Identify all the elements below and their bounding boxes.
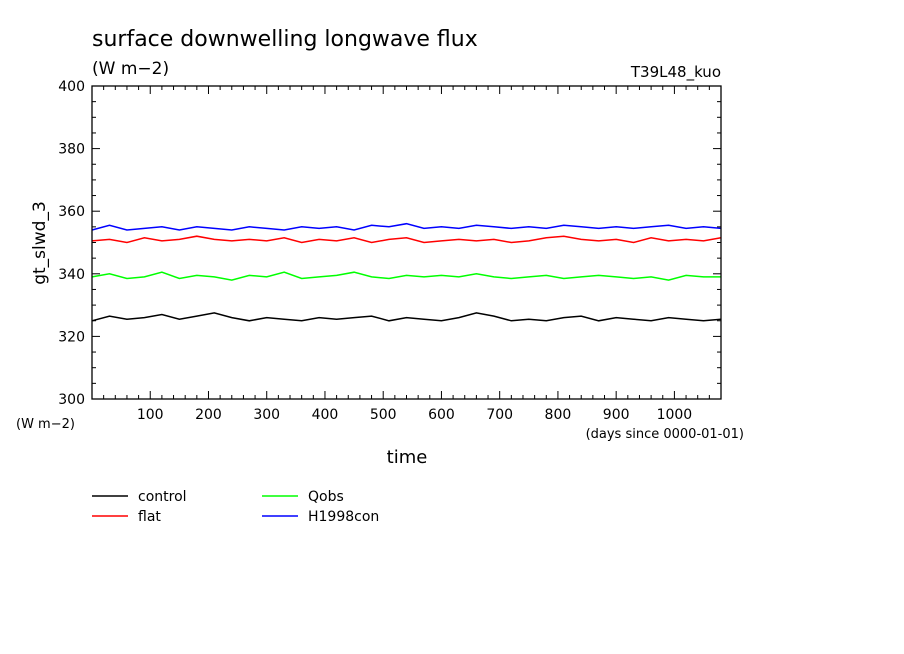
chart-units: (W m−2) — [92, 59, 169, 79]
x-tick-label-3: 400 — [312, 407, 339, 423]
tick-layer: 100 200 300 400 500 600 700 800 900 1000 300 320 340… — [58, 79, 721, 423]
series-line-3 — [91, 222, 722, 231]
run-label: T39L48_kuo — [630, 63, 721, 82]
y-tick-label-3: 360 — [58, 204, 85, 220]
y-axis-units: (W m−2) — [16, 417, 75, 432]
plot-frame — [91, 85, 722, 400]
x-tick-label-1: 200 — [195, 407, 222, 423]
series-line-1 — [91, 235, 722, 244]
x-tick-label-9: 1000 — [657, 407, 693, 423]
x-tick-label-0: 100 — [137, 407, 164, 423]
y-tick-label-1: 320 — [58, 329, 85, 345]
x-tick-label-7: 800 — [545, 407, 572, 423]
series-line-2 — [91, 271, 721, 281]
x-tick-label-5: 600 — [428, 407, 455, 423]
legend: control flat Qobs H1998con — [92, 489, 379, 525]
legend-label-3: H1998con — [308, 509, 379, 525]
y-tick-label-5: 400 — [58, 79, 85, 95]
y-axis-label: gt_slwd_3 — [30, 201, 50, 285]
series-layer — [91, 222, 722, 322]
chart-title: surface downwelling longwave flux — [92, 27, 478, 52]
x-axis-label: time — [387, 447, 428, 468]
legend-label-0: control — [138, 489, 187, 505]
x-tick-label-6: 700 — [486, 407, 513, 423]
y-tick-label-2: 340 — [58, 267, 85, 283]
x-tick-label-2: 300 — [253, 407, 280, 423]
x-axis-units: (days since 0000-01-01) — [586, 427, 744, 442]
y-tick-label-4: 380 — [58, 142, 85, 158]
legend-label-2: Qobs — [308, 489, 344, 505]
series-line-0 — [91, 312, 722, 322]
x-tick-label-8: 900 — [603, 407, 630, 423]
x-tick-label-4: 500 — [370, 407, 397, 423]
y-tick-label-0: 300 — [58, 392, 85, 408]
legend-label-1: flat — [138, 509, 161, 525]
